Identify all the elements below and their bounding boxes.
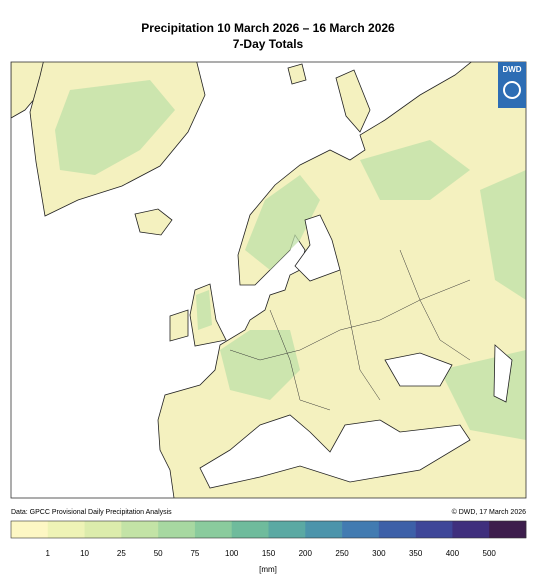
- legend-swatch: [342, 521, 380, 538]
- map-frame: [10, 61, 527, 499]
- legend-tick-label: 400: [446, 549, 460, 558]
- legend-tick-label: 500: [483, 549, 497, 558]
- legend-tick-label: 350: [409, 549, 423, 558]
- legend-tick-label: 25: [117, 549, 126, 558]
- map: [11, 62, 526, 498]
- legend-tick-label: 300: [372, 549, 386, 558]
- legend-swatch: [305, 521, 343, 538]
- copyright: © DWD, 17 March 2026: [452, 508, 527, 516]
- legend-swatch: [121, 521, 159, 538]
- legend-swatch: [268, 521, 306, 538]
- legend-frame: [10, 520, 527, 539]
- legend-tick-label: 150: [262, 549, 276, 558]
- legend-tick-label: 200: [299, 549, 313, 558]
- legend-tick-label: 1: [46, 549, 51, 558]
- legend-swatch: [158, 521, 196, 538]
- legend-tick-label: 100: [225, 549, 239, 558]
- logo-text: DWD: [502, 65, 521, 74]
- legend-swatch: [11, 521, 49, 538]
- legend-swatch: [452, 521, 490, 538]
- logo-icon: [503, 81, 521, 99]
- source: Data: GPCC Provisional Daily Precipitati…: [11, 509, 172, 516]
- title: Precipitation 10 March 2026 – 16 March 2…: [141, 21, 395, 35]
- legend-swatch: [194, 521, 233, 538]
- legend-tick-label: 10: [80, 549, 89, 558]
- subtitle: 7-Day Totals: [233, 37, 304, 51]
- legend-unit: [mm]: [259, 565, 277, 574]
- legend-tick-label: 50: [154, 549, 163, 558]
- legend-tick-label: 250: [335, 549, 349, 558]
- legend-swatch: [415, 521, 453, 538]
- legend-swatch: [378, 521, 416, 538]
- legend-tick-label: 75: [190, 549, 199, 558]
- logo-box: [498, 62, 526, 108]
- legend-swatch: [47, 521, 85, 538]
- legend-swatch: [489, 521, 527, 538]
- legend-swatch: [231, 521, 269, 538]
- legend-swatch: [84, 521, 122, 538]
- legend: 1 10 25 50 75 100 150 200 250 300 350 400 500: [10, 520, 527, 558]
